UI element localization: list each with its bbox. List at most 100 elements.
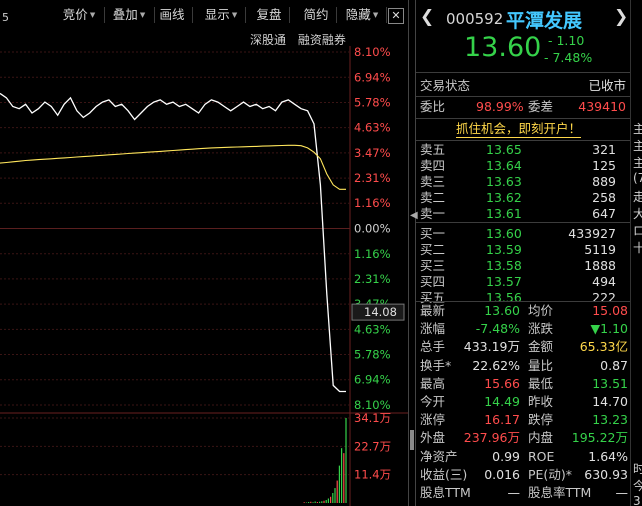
- stat-label: PE(动)*: [528, 466, 572, 482]
- toolbar-left-glyph: 5: [2, 11, 9, 24]
- toolbar-item-4[interactable]: 复盘: [251, 4, 287, 26]
- stat-row: 今开 14.49 昨收 14.70: [416, 393, 630, 411]
- toolbar-item-2[interactable]: 画线: [154, 4, 190, 26]
- level-price: 13.61: [486, 206, 522, 221]
- toolbar-item-3[interactable]: 显示 ▼: [199, 4, 243, 26]
- side-strip-char: 主: [633, 137, 642, 154]
- stat-value: ▼1.10: [590, 321, 628, 337]
- pct-axis-label: 8.10%: [354, 45, 391, 59]
- toolbar-item-1[interactable]: 叠加 ▼: [106, 4, 152, 26]
- sell-level-row[interactable]: 卖五 13.65 321: [416, 142, 630, 158]
- stat-label: 最新: [420, 303, 446, 318]
- panel-splitter[interactable]: ◀: [408, 0, 418, 506]
- stat-value: 16.17: [484, 412, 520, 428]
- stock-name: 平潭发展: [506, 10, 583, 32]
- level-label: 买三: [420, 258, 446, 273]
- chevron-down-icon: ▼: [231, 11, 238, 19]
- buy-level-row[interactable]: 买四 13.57 494: [416, 274, 630, 290]
- weibi-label: 委比: [420, 99, 446, 114]
- stat-value: 0.87: [600, 357, 628, 373]
- stat-value: 0.99: [492, 448, 520, 464]
- toolbar-item-5[interactable]: 简约: [298, 4, 334, 26]
- chart-toolbar: 5 竞价 ▼ 叠加 ▼ 画线 显示 ▼ 复盘 简约 隐藏 ▼ ✕: [0, 4, 408, 26]
- stat-label: 金额: [528, 339, 554, 355]
- sell-level-row[interactable]: 卖二 13.62 258: [416, 190, 630, 206]
- stat-value: 22.62%: [472, 357, 520, 373]
- stat-label: 内盘: [528, 430, 554, 446]
- sell-level-row[interactable]: 卖一 13.61 647: [416, 206, 630, 222]
- volume-axis-label: 11.4万: [354, 468, 391, 482]
- price-chart[interactable]: 8.10% 6.94% 5.78% 4.63% 3.47% 2.31% 1.16% 0.00%…: [0, 0, 408, 506]
- side-strip-char: ロ: [633, 222, 642, 239]
- close-icon[interactable]: ✕: [388, 8, 404, 24]
- side-strip-char: 3: [633, 494, 641, 506]
- stat-label: 涨停: [420, 412, 446, 428]
- toolbar-item-label: 显示: [204, 7, 230, 22]
- volume-axis-label: 34.1万: [354, 411, 391, 425]
- level-label: 卖四: [420, 158, 446, 173]
- level-price: 13.60: [486, 226, 522, 241]
- level-volume: 494: [592, 274, 616, 289]
- volume-axis-label: 22.7万: [354, 439, 391, 453]
- buy-level-row[interactable]: 买一 13.60 433927: [416, 226, 630, 242]
- level-price: 13.57: [486, 274, 522, 289]
- level-volume: 1888: [584, 258, 616, 273]
- stock-code: 000592: [446, 10, 504, 28]
- toolbar-separator: [104, 7, 105, 23]
- toolbar-item-label: 竞价: [62, 7, 88, 22]
- stat-value: —: [507, 485, 521, 500]
- weicha-label: 委差: [528, 99, 554, 114]
- stat-label: 换手*: [420, 357, 452, 373]
- level-label: 卖一: [420, 206, 446, 221]
- open-account-banner[interactable]: 抓住机会，即刻开户！: [456, 121, 582, 138]
- buy-level-row[interactable]: 买二 13.59 5119: [416, 242, 630, 258]
- avg-price-line: [0, 144, 346, 190]
- pct-axis-label: 6.94%: [354, 70, 391, 84]
- sell-level-row[interactable]: 卖四 13.64 125: [416, 158, 630, 174]
- toolbar-separator: [245, 7, 246, 23]
- stat-value: 237.96万: [463, 430, 520, 446]
- stat-label: 昨收: [528, 394, 554, 409]
- toolbar-item-0[interactable]: 竞价 ▼: [56, 4, 102, 26]
- chevron-down-icon: ▼: [139, 11, 146, 19]
- divider: [416, 118, 630, 119]
- level-label: 买二: [420, 242, 446, 257]
- cursor-price-box: [351, 303, 405, 321]
- stat-value: 630.93: [584, 466, 628, 482]
- stat-row: 收益(三) 0.016 PE(动)* 630.93: [416, 466, 630, 484]
- prev-stock-chevron-icon[interactable]: ❮: [420, 7, 435, 27]
- chevron-down-icon: ▼: [372, 11, 379, 19]
- chevron-down-icon: ▼: [89, 11, 96, 19]
- stat-value: 14.70: [592, 394, 628, 409]
- side-strip-char: 今: [633, 477, 642, 494]
- pct-axis-label: 4.63%: [354, 121, 391, 135]
- link-margin-trading[interactable]: 融资融券: [297, 33, 346, 47]
- stat-row: 外盘 237.96万 内盘 195.22万: [416, 429, 630, 447]
- stat-row: 净资产 0.99 ROE 1.64%: [416, 448, 630, 466]
- level-label: 卖二: [420, 190, 446, 205]
- level-volume: 258: [592, 190, 616, 205]
- stat-label: 外盘: [420, 430, 446, 446]
- splitter-arrow-icon[interactable]: ◀: [410, 210, 418, 221]
- stat-row: 最高 15.66 最低 13.51: [416, 375, 630, 393]
- buy-level-row[interactable]: 买三 13.58 1888: [416, 258, 630, 274]
- stat-label: 涨跌: [528, 321, 554, 337]
- stat-value: 0.016: [484, 466, 520, 482]
- quote-panel: ❮ 000592 平潭发展 ❯ 13.60 - 1.10 - 7.48% 交易状…: [416, 0, 630, 506]
- toolbar-item-label: 隐藏: [345, 7, 371, 22]
- splitter-handle-icon[interactable]: [410, 430, 414, 450]
- next-stock-chevron-icon[interactable]: ❯: [614, 7, 629, 27]
- link-shenggutong[interactable]: 深股通: [250, 33, 287, 47]
- level-price: 13.58: [486, 258, 522, 273]
- toolbar-item-label: 叠加: [112, 7, 138, 22]
- pct-axis-label: 1.16%: [354, 247, 391, 261]
- stat-value: 433.19万: [463, 339, 520, 355]
- stat-value: 15.08: [592, 303, 628, 318]
- stat-value: 13.60: [484, 303, 520, 318]
- stat-label: 最低: [528, 375, 554, 391]
- stat-row: 最新 13.60 均价 15.08: [416, 302, 630, 320]
- sell-level-row[interactable]: 卖三 13.63 889: [416, 174, 630, 190]
- side-strip-char: 走: [633, 188, 642, 205]
- weicha-value: 439410: [578, 99, 626, 114]
- toolbar-item-6[interactable]: 隐藏 ▼: [340, 4, 384, 26]
